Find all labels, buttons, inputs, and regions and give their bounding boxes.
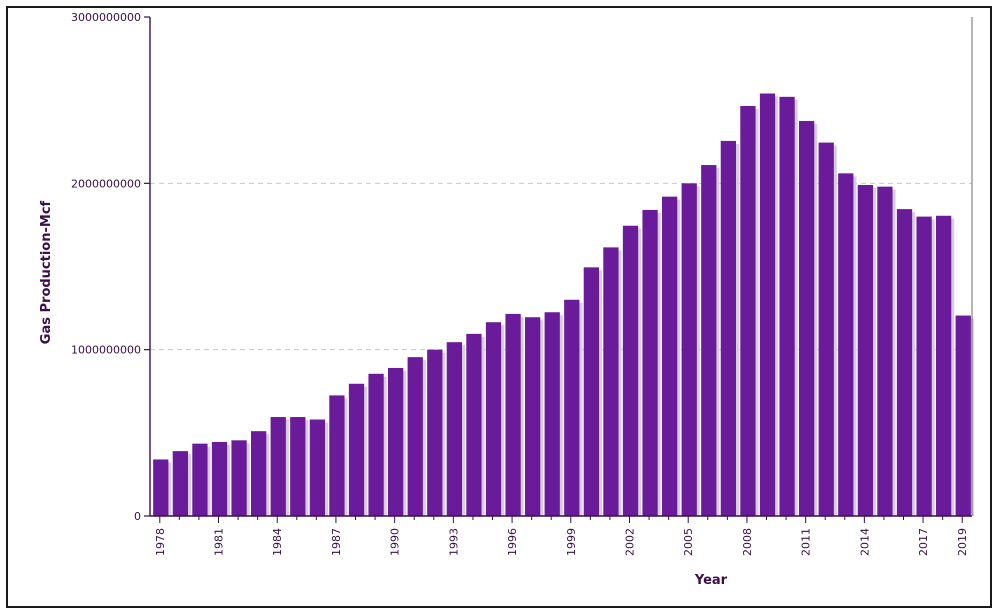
bar — [916, 216, 932, 516]
bar — [231, 440, 247, 516]
x-tick-label: 2008 — [741, 528, 754, 556]
bar — [720, 140, 736, 516]
bar — [192, 443, 208, 516]
x-tick-label: 1993 — [447, 528, 460, 556]
x-tick-label: 2014 — [858, 528, 871, 556]
bar — [838, 173, 854, 516]
bar — [583, 267, 599, 516]
bar — [153, 459, 169, 516]
bar — [505, 313, 521, 516]
bar — [896, 209, 913, 517]
bar — [525, 317, 541, 516]
bar — [309, 419, 325, 516]
bar — [485, 322, 502, 516]
x-tick-label: 2011 — [800, 528, 813, 556]
y-tick-label: 1000000000 — [71, 344, 141, 357]
bar — [662, 196, 678, 516]
bar — [818, 142, 834, 516]
bar — [388, 367, 404, 516]
bar — [427, 349, 443, 516]
bar — [270, 417, 286, 516]
bar — [701, 165, 717, 516]
x-tick-label: 1987 — [330, 528, 343, 556]
bar — [877, 186, 893, 516]
y-tick-label: 3000000000 — [71, 11, 141, 24]
y-axis-title: Gas Production-Mcf — [39, 200, 54, 344]
y-tick-label: 0 — [134, 510, 141, 523]
bar — [251, 431, 267, 516]
x-tick-label: 1984 — [271, 528, 284, 556]
bar — [936, 215, 952, 517]
bar — [857, 184, 873, 516]
bar — [622, 225, 639, 516]
bar — [759, 93, 776, 516]
bar — [466, 333, 482, 516]
bar — [740, 105, 756, 516]
bar — [681, 183, 697, 517]
bar — [446, 342, 462, 516]
bar — [211, 441, 228, 516]
x-tick-label: 1996 — [506, 528, 519, 556]
x-tick-label: 2017 — [917, 528, 930, 556]
x-tick-label: 1978 — [154, 528, 167, 556]
x-tick-label: 1990 — [389, 528, 402, 556]
bar — [172, 451, 188, 516]
bar — [955, 315, 971, 516]
x-tick-label: 2019 — [956, 528, 969, 556]
x-tick-label: 1981 — [213, 528, 226, 556]
bar — [348, 383, 365, 516]
bar — [603, 247, 619, 516]
x-tick-label: 2002 — [624, 528, 637, 556]
x-axis-title: Year — [694, 573, 728, 588]
bar — [368, 373, 384, 516]
bar — [544, 312, 560, 516]
x-tick-label: 2005 — [682, 528, 695, 556]
bar — [779, 96, 795, 516]
x-tick-label: 1999 — [565, 528, 578, 556]
bar — [642, 209, 658, 517]
bar — [329, 395, 345, 516]
bar — [564, 299, 580, 516]
y-tick-label: 2000000000 — [71, 177, 141, 190]
bar — [407, 357, 423, 516]
bar — [290, 417, 306, 516]
bar — [799, 120, 815, 516]
